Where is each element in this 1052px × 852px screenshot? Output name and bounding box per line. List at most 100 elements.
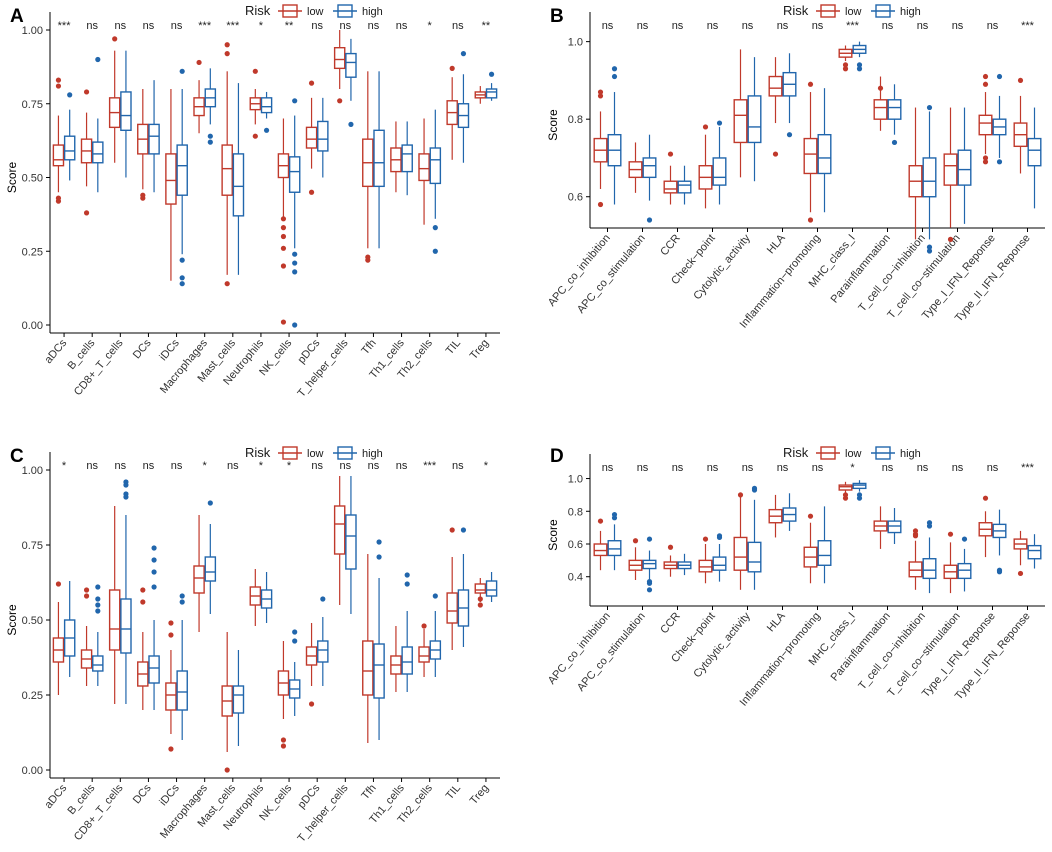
- outlier-point: [926, 248, 933, 254]
- outlier-point: [151, 584, 157, 590]
- outlier-point: [179, 275, 185, 281]
- box-low: [768, 494, 783, 538]
- outlier-point: [83, 587, 90, 593]
- iqr-box: [120, 91, 132, 131]
- box-high: [642, 536, 657, 593]
- box-high: [607, 511, 622, 571]
- outlier-point: [632, 538, 639, 544]
- iqr-box: [817, 540, 832, 566]
- box-low: [249, 68, 262, 139]
- box-low: [52, 77, 65, 204]
- iqr-box: [1027, 544, 1042, 560]
- significance-label: ***: [58, 20, 72, 32]
- x-tick-label: Tfh: [359, 782, 378, 802]
- y-tick-label: 0.4: [568, 572, 583, 584]
- panel-label: B: [550, 6, 564, 27]
- box-low: [663, 544, 678, 577]
- iqr-box: [418, 153, 430, 182]
- box-high: [373, 71, 385, 249]
- outlier-point: [856, 66, 863, 72]
- y-tick-label: 0.75: [22, 540, 43, 552]
- box-high: [232, 83, 245, 275]
- legend-label-low: low: [307, 6, 324, 18]
- iqr-box: [593, 543, 608, 557]
- y-tick-label: 0.00: [22, 765, 43, 777]
- significance-label: ns: [812, 462, 824, 474]
- significance-label: *: [259, 460, 264, 472]
- iqr-box: [887, 520, 902, 534]
- legend-label-high: high: [900, 448, 921, 460]
- iqr-box: [485, 88, 498, 99]
- box-high: [782, 493, 797, 531]
- iqr-box: [957, 562, 972, 580]
- box-low: [908, 528, 923, 590]
- outlier-point: [460, 527, 467, 533]
- outlier-point: [280, 216, 287, 222]
- box-low: [698, 124, 713, 209]
- box-high: [288, 629, 301, 716]
- box-high: [176, 68, 188, 287]
- outlier-point: [252, 68, 258, 74]
- significance-label: ns: [637, 20, 649, 32]
- outlier-point: [646, 580, 653, 586]
- significance-label: ns: [672, 462, 684, 474]
- y-tick-label: 0.00: [22, 320, 43, 332]
- iqr-box: [698, 559, 713, 573]
- legend-title: Risk: [245, 445, 271, 460]
- box-low: [108, 36, 121, 163]
- x-tick-label: pDCs: [296, 782, 323, 811]
- box-low: [221, 632, 233, 773]
- iqr-box: [288, 156, 301, 193]
- panel-label: A: [10, 6, 24, 27]
- outlier-point: [292, 638, 298, 644]
- iqr-box: [418, 646, 430, 663]
- box-low: [305, 80, 318, 195]
- significance-label: ***: [1021, 462, 1035, 474]
- box-high: [677, 553, 692, 576]
- box-high: [345, 476, 357, 614]
- outlier-point: [83, 593, 90, 599]
- outlier-point: [207, 139, 213, 145]
- outlier-point: [95, 596, 101, 602]
- box-low: [362, 71, 374, 263]
- panel-b: B Risk low high 0.6 0.8 1.0 Score APC_co_inhibit…: [546, 3, 1045, 331]
- iqr-box: [747, 541, 762, 573]
- iqr-box: [165, 153, 177, 205]
- outlier-point: [280, 263, 287, 269]
- outlier-point: [1017, 570, 1024, 577]
- outlier-point: [856, 492, 863, 498]
- box-low: [628, 538, 643, 580]
- y-axis-title: Score: [546, 519, 560, 551]
- panel-label: C: [10, 446, 24, 467]
- legend-title: Risk: [783, 3, 809, 18]
- outlier-point: [597, 201, 604, 208]
- y-tick-label: 0.6: [568, 539, 583, 551]
- outlier-point: [365, 254, 371, 260]
- significance-label: ns: [452, 460, 464, 472]
- y-tick-label: 0.50: [22, 173, 43, 185]
- significance-label: ns: [340, 460, 352, 472]
- box-low: [277, 118, 290, 325]
- x-tick-label: HLA: [765, 232, 788, 257]
- outlier-point: [891, 139, 898, 146]
- significance-label: ns: [368, 460, 380, 472]
- y-axis-title: Score: [5, 604, 19, 636]
- iqr-box: [165, 682, 177, 711]
- outlier-point: [702, 124, 709, 130]
- box-low: [193, 59, 205, 134]
- box-high: [457, 51, 470, 163]
- box-low: [978, 495, 993, 558]
- box-low: [733, 492, 748, 590]
- outlier-point: [224, 281, 230, 287]
- significance-label: ***: [846, 20, 860, 32]
- box-high: [817, 506, 832, 584]
- outlier-point: [432, 225, 438, 231]
- x-tick-label: HLA: [765, 610, 788, 635]
- significance-label: ns: [777, 20, 789, 32]
- outlier-point: [912, 533, 919, 539]
- outlier-point: [842, 62, 849, 68]
- x-tick-label: DCs: [131, 337, 154, 361]
- outlier-point: [996, 569, 1003, 575]
- box-high: [887, 84, 902, 146]
- box-high: [120, 479, 132, 704]
